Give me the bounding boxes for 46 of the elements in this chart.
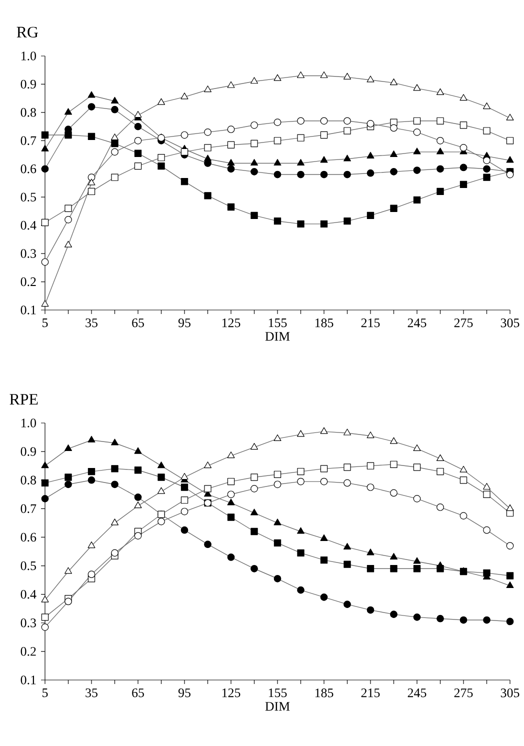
x-tick-label: 95 <box>178 318 190 328</box>
y-tick-label: 0.1 <box>20 676 36 684</box>
y-tick-label: 0.1 <box>20 306 36 314</box>
x-tick-label: 125 <box>222 688 240 698</box>
y-tick-label: 0.5 <box>20 561 36 570</box>
y-tick-label: 0.5 <box>20 192 36 202</box>
x-tick-label: 305 <box>500 318 520 328</box>
x-tick-label: 215 <box>361 688 380 698</box>
y-tick-label: 1.0 <box>21 418 36 428</box>
x-tick-label: 245 <box>408 318 426 328</box>
y-tick-label: 0.4 <box>20 220 36 230</box>
x-axis-title: DIM <box>265 702 290 711</box>
y-tick-label: 1.0 <box>21 52 36 60</box>
y-tick-label: 0.3 <box>20 618 36 628</box>
x-tick-label: 275 <box>454 318 473 328</box>
x-tick-label: 5 <box>42 688 48 698</box>
x-axis-title: DIM <box>265 332 290 341</box>
x-tick-label: 125 <box>222 318 240 328</box>
x-tick-label: 245 <box>408 688 426 698</box>
x-tick-label: 215 <box>361 318 380 328</box>
x-tick-label: 65 <box>132 688 144 698</box>
y-tick-label: 0.2 <box>20 277 36 286</box>
x-tick-label: 35 <box>86 318 98 328</box>
x-tick-label: 35 <box>86 688 98 698</box>
x-tick-label: 185 <box>315 688 334 698</box>
chart-title: RG <box>16 26 38 38</box>
y-tick-label: 0.8 <box>20 108 36 117</box>
y-tick-label: 0.2 <box>20 647 36 656</box>
x-tick-label: 155 <box>268 318 287 328</box>
y-tick-label: 0.3 <box>20 249 36 258</box>
x-tick-label: 65 <box>132 318 144 328</box>
y-tick-label: 0.8 <box>20 476 36 485</box>
y-tick-label: 0.6 <box>20 164 36 174</box>
x-tick-label: 185 <box>315 318 334 328</box>
chart-title: RPE <box>10 394 38 405</box>
y-tick-label: 0.9 <box>20 447 36 456</box>
y-tick-label: 0.7 <box>20 504 36 514</box>
x-tick-label: 275 <box>454 688 473 698</box>
y-tick-label: 0.7 <box>20 136 36 146</box>
y-tick-label: 0.6 <box>20 532 36 542</box>
x-tick-label: 5 <box>42 318 48 328</box>
x-tick-label: 95 <box>178 688 190 698</box>
x-tick-label: 305 <box>500 688 520 698</box>
y-tick-label: 0.4 <box>20 590 36 599</box>
y-tick-label: 0.9 <box>20 80 36 89</box>
x-tick-label: 155 <box>268 688 287 698</box>
